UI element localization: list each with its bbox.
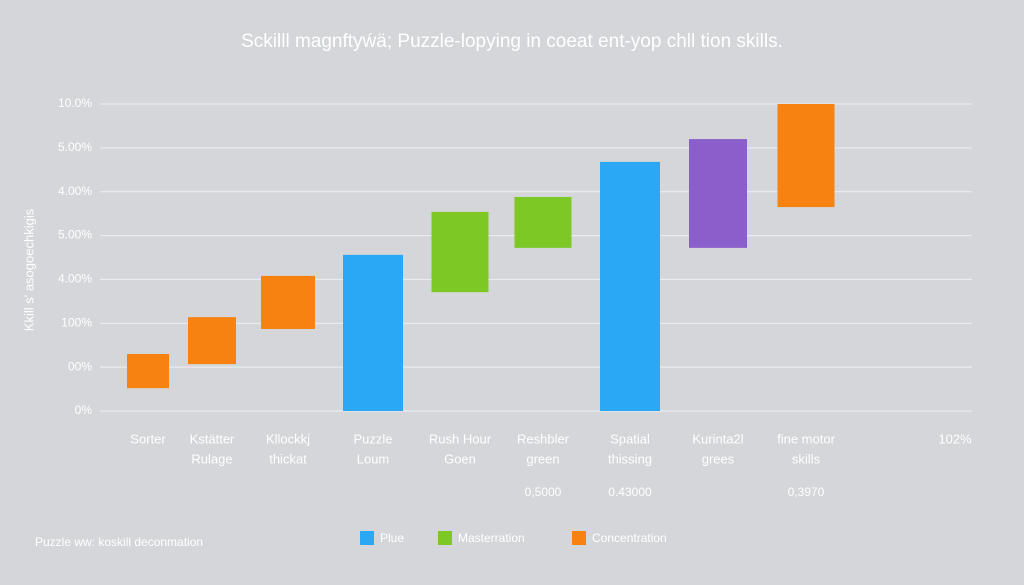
y-tick-label: 100% (61, 315, 92, 329)
x-tick-label: skills (792, 451, 821, 466)
legend-label: Concentration (592, 531, 667, 545)
y-axis-label: Kkill s' asogoechkigis (21, 208, 36, 331)
legend-swatch (572, 531, 586, 545)
y-tick-label: 0% (75, 403, 93, 417)
x-tick-label: Reshbler (517, 431, 570, 446)
x-tick-label: Rulage (191, 451, 232, 466)
bar (343, 254, 403, 411)
legend-swatch (438, 531, 452, 545)
bar (431, 211, 489, 293)
bar (127, 353, 169, 389)
sub-label: 0,5000 (525, 485, 562, 499)
x-tick-label: thickat (269, 451, 307, 466)
legend-label: Plue (380, 531, 404, 545)
x-tick-label: Spatial (610, 431, 650, 446)
x-tick-label: thissing (608, 451, 652, 466)
y-tick-label: 10.0% (58, 96, 92, 110)
legend-swatch (360, 531, 374, 545)
x-tick-label: Goen (444, 451, 476, 466)
footnote: Puzzle ww: koskill deconmation (35, 535, 203, 549)
x-tick-label: fine motor (777, 431, 835, 446)
x-tick-label: 102% (938, 431, 972, 446)
x-tick-label: green (526, 451, 559, 466)
y-tick-label: 5.00% (58, 140, 92, 154)
sub-label: 0,3970 (788, 485, 825, 499)
bar (600, 161, 660, 411)
x-tick-label: Puzzle (353, 431, 392, 446)
bar (689, 139, 747, 248)
bar (188, 317, 236, 365)
x-tick-label: Sorter (130, 431, 166, 446)
y-tick-label: 5.00% (58, 228, 92, 242)
bar (261, 275, 315, 329)
x-tick-label: grees (702, 451, 735, 466)
y-tick-label: 00% (68, 359, 92, 373)
bar (777, 104, 835, 208)
x-tick-label: Rush Hour (429, 431, 492, 446)
y-tick-label: 4.00% (58, 272, 92, 286)
chart-title: Sckilll magnftyẃä; Puzzle-lopying in coe… (241, 31, 783, 52)
x-tick-label: Kllockkj (266, 431, 310, 446)
x-tick-label: Loum (357, 451, 390, 466)
legend-label: Masterration (458, 531, 525, 545)
x-tick-label: Kstätter (190, 431, 235, 446)
bar (514, 196, 572, 248)
x-tick-label: Kurinta2l (692, 431, 743, 446)
y-tick-label: 4.00% (58, 184, 92, 198)
sub-label: 0.43000 (608, 485, 652, 499)
